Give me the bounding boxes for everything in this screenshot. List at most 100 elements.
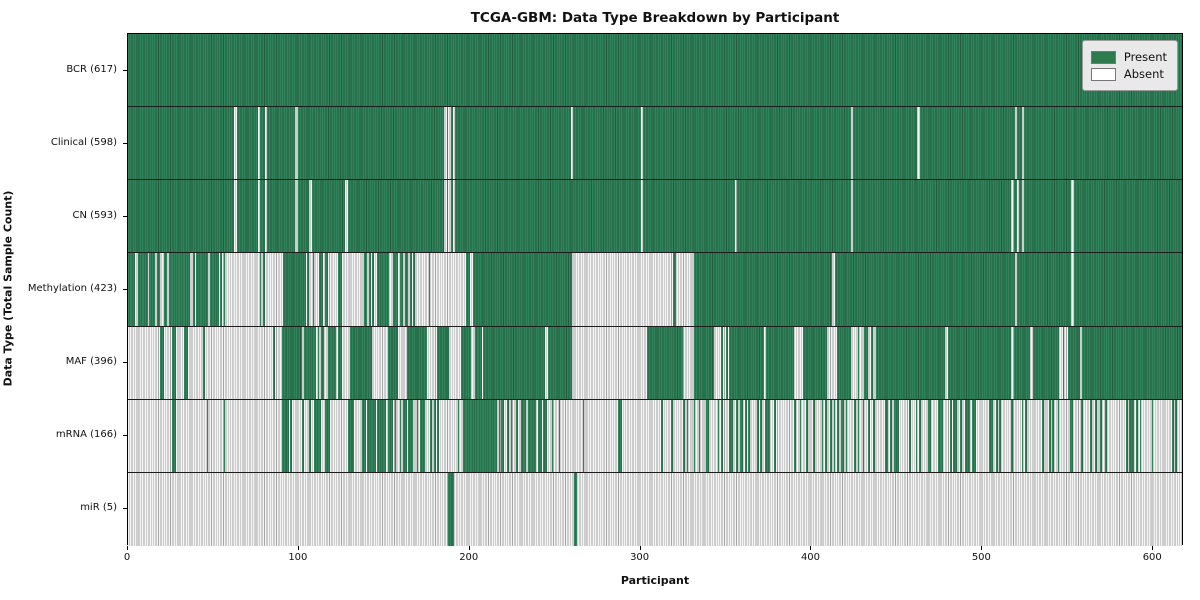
present-segment [744, 399, 747, 472]
present-segment [186, 253, 188, 326]
present-segment [483, 326, 545, 399]
present-segment [840, 326, 851, 399]
chart-title: TCGA-GBM: Data Type Breakdown by Partici… [470, 10, 840, 26]
present-segment [468, 399, 470, 472]
row-cn [128, 180, 1182, 254]
present-segment [309, 399, 311, 472]
present-segment [312, 253, 315, 326]
present-segment [966, 399, 969, 472]
present-segment [169, 253, 171, 326]
present-segment [1013, 326, 1031, 399]
present-segment [1025, 399, 1027, 472]
present-segment [493, 399, 496, 472]
present-segment [216, 253, 219, 326]
present-segment [365, 253, 368, 326]
present-segment [1013, 180, 1017, 253]
present-segment [731, 399, 733, 472]
present-segment [896, 399, 899, 472]
present-segment [919, 399, 921, 472]
row-bcr [128, 34, 1182, 108]
present-segment [737, 180, 851, 253]
present-segment [471, 399, 474, 472]
present-segment [683, 399, 686, 472]
y-tick-label: CN (593) [72, 209, 117, 221]
present-segment [131, 253, 134, 326]
present-segment [192, 253, 195, 326]
present-segment [1017, 107, 1022, 180]
present-segment [871, 326, 873, 399]
present-segment [138, 253, 140, 326]
present-segment [339, 253, 342, 326]
present-segment [729, 326, 764, 399]
present-segment [813, 399, 815, 472]
present-segment [394, 399, 397, 472]
present-segment [773, 399, 776, 472]
present-segment [476, 399, 479, 472]
x-tick-label: 400 [800, 552, 821, 563]
present-segment [968, 399, 971, 472]
y-tick-mark [123, 142, 127, 144]
present-segment [396, 253, 398, 326]
present-segment [884, 399, 887, 472]
present-segment [736, 399, 738, 472]
present-segment [1067, 326, 1080, 399]
present-segment [281, 399, 289, 472]
y-tick-mark [123, 215, 127, 217]
present-segment [141, 253, 144, 326]
present-segment [184, 326, 188, 399]
present-segment [450, 180, 453, 253]
present-segment [260, 107, 265, 180]
present-segment [524, 399, 527, 472]
present-segment [187, 253, 190, 326]
present-segment [420, 399, 422, 472]
present-segment [203, 326, 205, 399]
x-tick-label: 100 [288, 552, 308, 563]
x-tick-label: 600 [1142, 552, 1162, 563]
present-segment [447, 472, 455, 546]
present-segment [965, 399, 967, 472]
present-segment [551, 399, 554, 472]
present-segment [331, 326, 334, 399]
present-segment [558, 399, 561, 472]
present-segment [223, 253, 226, 326]
present-segment [486, 399, 489, 472]
present-segment [1073, 253, 1182, 326]
present-segment [386, 253, 388, 326]
present-segment [321, 326, 323, 399]
present-segment [1011, 399, 1014, 472]
present-segment [220, 253, 222, 326]
row-maf [128, 326, 1182, 400]
present-segment [338, 253, 340, 326]
present-segment [160, 326, 164, 399]
present-segment [462, 399, 465, 472]
present-segment [236, 107, 258, 180]
row-clinical [128, 107, 1182, 181]
present-segment [1042, 399, 1044, 472]
present-segment [502, 399, 504, 472]
present-segment [1057, 399, 1060, 472]
present-segment [821, 399, 824, 472]
present-segment [433, 399, 436, 472]
present-segment [273, 326, 275, 399]
present-segment [139, 253, 142, 326]
present-segment [837, 326, 839, 399]
present-segment [854, 399, 856, 472]
y-tick-label: Methylation (423) [27, 283, 117, 294]
present-segment [853, 107, 918, 180]
present-segment [893, 399, 896, 472]
present-segment [510, 399, 513, 472]
present-segment [862, 399, 865, 472]
present-segment [768, 399, 771, 472]
present-segment [686, 399, 689, 472]
legend-label-absent: Absent [1123, 67, 1164, 81]
present-segment [866, 326, 868, 399]
present-segment [324, 253, 327, 326]
present-segment [857, 399, 860, 472]
present-segment [404, 253, 407, 326]
present-segment [937, 399, 940, 472]
present-segment [1125, 399, 1128, 472]
present-segment [720, 326, 723, 399]
x-axis-label: Participant [620, 574, 690, 587]
present-segment [170, 253, 173, 326]
present-segment [387, 253, 390, 326]
